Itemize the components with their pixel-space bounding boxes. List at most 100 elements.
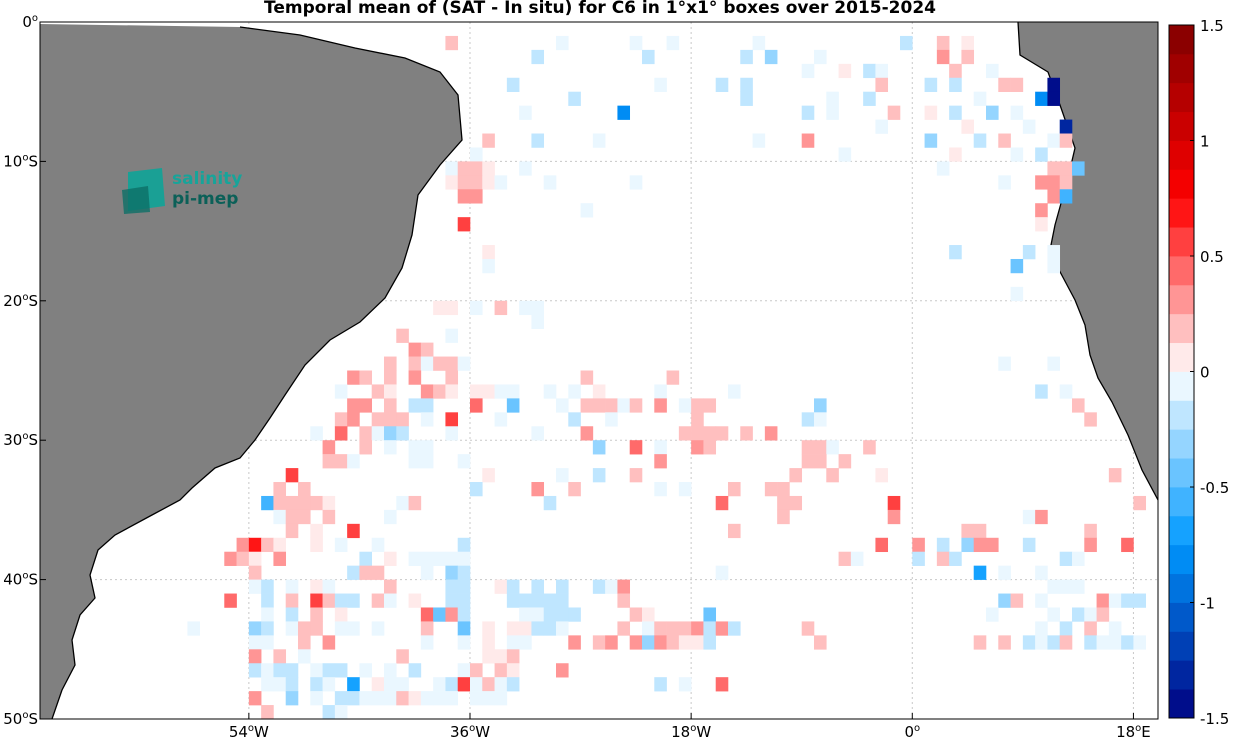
data-cell bbox=[506, 593, 520, 608]
data-cell bbox=[506, 677, 520, 692]
data-cell bbox=[1035, 384, 1048, 399]
data-cell bbox=[703, 635, 717, 650]
data-cell bbox=[605, 412, 618, 427]
data-cell bbox=[457, 217, 471, 232]
data-cell bbox=[629, 607, 643, 622]
colorbar: 1.5 1 0.5 0 -0.5 -1 -1.5 bbox=[1168, 17, 1229, 728]
data-cell bbox=[814, 412, 827, 427]
data-cell bbox=[433, 677, 446, 692]
data-cell bbox=[457, 175, 471, 190]
data-cell bbox=[359, 370, 373, 385]
data-cell bbox=[384, 356, 397, 371]
data-cell bbox=[347, 691, 360, 706]
data-cell bbox=[273, 537, 287, 553]
data-cell bbox=[764, 482, 778, 497]
data-cell bbox=[445, 593, 459, 608]
data-cell bbox=[322, 635, 336, 650]
data-cell bbox=[470, 482, 483, 497]
data-cell bbox=[666, 635, 680, 650]
data-cell bbox=[936, 551, 950, 566]
data-cell bbox=[1108, 468, 1122, 483]
data-cell bbox=[445, 551, 459, 566]
colorbar-swatch bbox=[1169, 227, 1194, 257]
data-cell bbox=[531, 482, 545, 497]
data-cell bbox=[384, 426, 397, 441]
data-cell bbox=[384, 691, 397, 706]
data-cell bbox=[470, 161, 483, 176]
data-cell bbox=[715, 565, 729, 580]
colorbar-tick-label: -1.5 bbox=[1200, 710, 1229, 728]
data-cell bbox=[568, 607, 581, 622]
data-cell bbox=[347, 398, 360, 413]
data-cell bbox=[949, 147, 962, 162]
colorbar-swatch bbox=[1169, 82, 1194, 113]
data-cell bbox=[1059, 189, 1073, 204]
data-cell bbox=[1047, 91, 1061, 106]
data-cell bbox=[728, 523, 741, 539]
data-cell bbox=[875, 77, 889, 92]
data-cell bbox=[457, 635, 471, 650]
data-cell bbox=[347, 412, 360, 427]
data-cell bbox=[912, 537, 925, 553]
data-cell bbox=[580, 426, 594, 441]
data-cell bbox=[310, 579, 323, 594]
data-cell bbox=[1035, 593, 1048, 608]
data-cell bbox=[273, 495, 287, 511]
data-cell bbox=[629, 440, 643, 455]
data-cell bbox=[1047, 175, 1061, 190]
data-cell bbox=[875, 468, 889, 483]
data-cell bbox=[764, 49, 778, 65]
colorbar-swatch bbox=[1169, 25, 1194, 55]
data-cell bbox=[506, 635, 520, 650]
data-cell bbox=[519, 607, 532, 622]
data-cell bbox=[556, 663, 569, 678]
data-cell bbox=[445, 370, 459, 385]
data-cell bbox=[457, 677, 471, 692]
data-cell bbox=[961, 523, 975, 539]
data-cell bbox=[457, 621, 471, 636]
data-cell bbox=[1121, 537, 1134, 553]
data-cell bbox=[826, 440, 839, 455]
data-cell bbox=[973, 537, 987, 553]
data-cell bbox=[322, 663, 336, 678]
data-cell bbox=[801, 454, 815, 469]
data-cell bbox=[494, 300, 508, 316]
data-cell bbox=[556, 398, 569, 413]
colorbar-swatch bbox=[1169, 487, 1194, 517]
data-cell bbox=[396, 328, 409, 343]
data-cell bbox=[543, 384, 557, 399]
data-cell bbox=[703, 621, 717, 636]
data-cell bbox=[531, 579, 545, 594]
map-frame bbox=[39, 21, 1159, 720]
data-cell bbox=[691, 440, 704, 455]
data-cell bbox=[580, 398, 594, 413]
data-cell bbox=[1084, 607, 1097, 622]
data-cell bbox=[531, 133, 545, 148]
data-cell bbox=[347, 621, 360, 636]
data-cell bbox=[408, 356, 422, 371]
data-cell bbox=[359, 426, 373, 441]
data-cell bbox=[261, 593, 274, 608]
data-cell bbox=[875, 63, 889, 79]
data-cell bbox=[420, 551, 434, 566]
data-cell bbox=[408, 691, 422, 706]
data-cell bbox=[408, 495, 422, 511]
data-cell bbox=[445, 328, 459, 343]
colorbar-swatch bbox=[1169, 169, 1194, 199]
data-cell bbox=[248, 537, 262, 553]
data-cell bbox=[384, 440, 397, 455]
data-cell bbox=[912, 551, 925, 566]
data-cell bbox=[494, 175, 508, 190]
colorbar-tick-label: 1.5 bbox=[1200, 17, 1224, 35]
data-cell bbox=[408, 370, 422, 385]
data-cell bbox=[285, 468, 299, 483]
data-cell bbox=[371, 537, 385, 553]
data-cell bbox=[408, 663, 422, 678]
data-cell bbox=[1059, 175, 1073, 190]
data-cell bbox=[1072, 607, 1085, 622]
data-cell bbox=[629, 398, 643, 413]
data-cell bbox=[420, 635, 434, 650]
data-cell bbox=[298, 649, 311, 664]
data-cell bbox=[445, 384, 459, 399]
data-cell bbox=[445, 677, 459, 692]
